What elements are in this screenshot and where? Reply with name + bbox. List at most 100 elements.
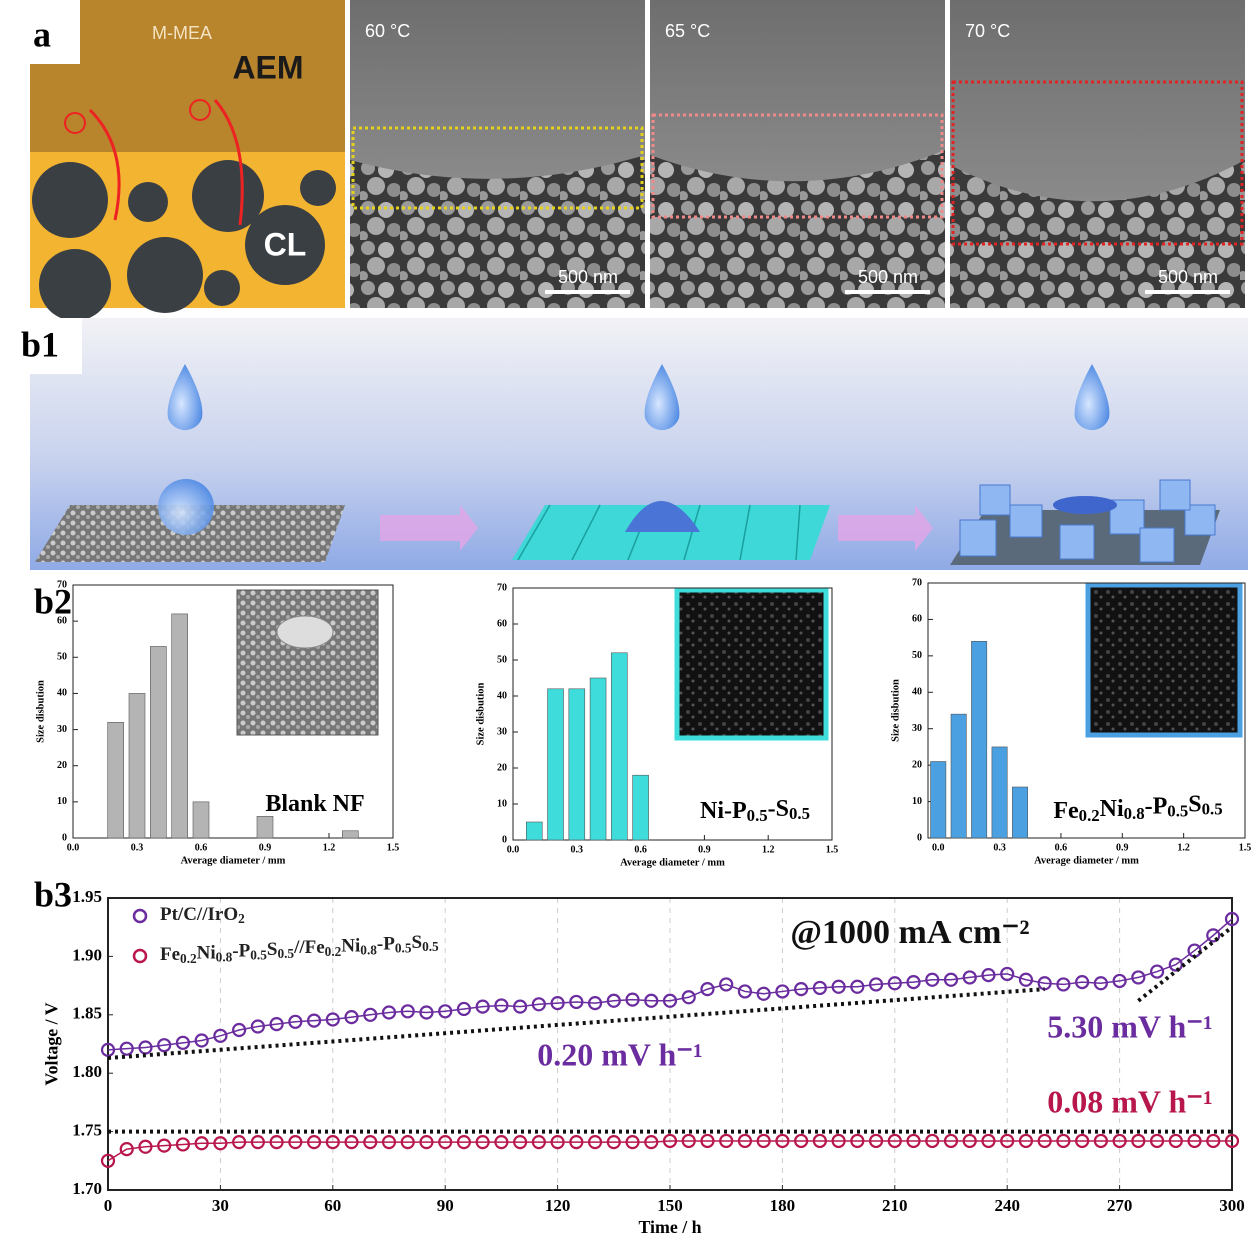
bar (193, 802, 209, 838)
bar (257, 816, 273, 838)
y-tick-label: 70 (497, 582, 507, 593)
insets (237, 585, 1240, 738)
y-axis-label: Voltage / V (42, 1002, 62, 1085)
x-axis-label: Average diameter / mm (620, 857, 725, 868)
chart-annotation: Blank NF (265, 791, 364, 817)
x-tick-label: 90 (437, 1196, 454, 1215)
y-tick-label: 50 (57, 652, 67, 663)
x-tick-label: 0.0 (67, 842, 80, 853)
y-tick-label: 60 (57, 615, 67, 626)
y-tick-label: 40 (57, 688, 67, 699)
bar (150, 646, 166, 838)
bar (108, 722, 124, 838)
y-tick-label: 20 (912, 759, 922, 770)
x-tick-label: 0.3 (571, 844, 584, 855)
legend-marker (134, 910, 146, 922)
y-tick-label: 1.90 (72, 945, 102, 964)
panel-a: a M-MEA AEM CL 60 °C500 nm65 °C500 nm70 … (0, 0, 1245, 321)
legend-label: Fe0.2Ni0.8-P0.5S0.5//Fe0.2Ni0.8-P0.5S0.5 (160, 932, 439, 966)
x-tick-label: 0.9 (698, 844, 711, 855)
panel-label: a (33, 14, 51, 54)
scale-bar-label: 500 nm (858, 267, 918, 287)
temperature-label: 60 °C (365, 21, 410, 41)
x-tick-label: 60 (324, 1196, 341, 1215)
y-tick-label: 0 (917, 832, 922, 843)
bar (590, 678, 606, 840)
scale-bar-label: 500 nm (558, 267, 618, 287)
chart-annotation: Fe0.2Ni0.8-P0.5S0.5 (1053, 791, 1222, 825)
scale-bar-label: 500 nm (1158, 267, 1218, 287)
temperature-label: 70 °C (965, 21, 1010, 41)
x-tick-label: 0.0 (507, 844, 520, 855)
x-axis-label: Average diameter / mm (181, 855, 286, 866)
bar (569, 689, 585, 840)
x-tick-label: 0.0 (932, 842, 945, 853)
legend-marker (134, 950, 146, 962)
x-tick-label: 1.5 (387, 842, 400, 853)
bar (992, 747, 1007, 838)
bar (172, 614, 188, 838)
panel-label: b3 (34, 874, 72, 914)
x-tick-label: 120 (545, 1196, 571, 1215)
x-tick-label: 240 (994, 1196, 1020, 1215)
y-tick-label: 30 (497, 726, 507, 737)
y-tick-label: 70 (57, 579, 67, 590)
chart-annotation: 0.20 mV h⁻¹ (537, 1036, 702, 1072)
x-tick-label: 1.2 (1177, 842, 1190, 853)
temperature-label: 65 °C (665, 21, 710, 41)
y-tick-label: 60 (912, 614, 922, 625)
x-tick-label: 0.6 (195, 842, 208, 853)
x-tick-label: 150 (657, 1196, 683, 1215)
bar (611, 653, 627, 840)
x-axis-label: Time / h (638, 1217, 701, 1237)
chart-annotation: 0.08 mV h⁻¹ (1047, 1083, 1212, 1119)
x-tick-label: 0.6 (1055, 842, 1068, 853)
y-tick-label: 30 (57, 724, 67, 735)
x-tick-label: 0.3 (131, 842, 144, 853)
y-tick-label: 1.80 (72, 1062, 102, 1081)
y-axis-label: Size disbution (35, 680, 46, 743)
y-tick-label: 70 (912, 577, 922, 588)
x-tick-label: 210 (882, 1196, 908, 1215)
y-tick-label: 1.95 (72, 887, 102, 906)
x-axis-label: Average diameter / mm (1034, 855, 1139, 866)
x-tick-label: 270 (1107, 1196, 1133, 1215)
chart-annotation: @1000 mA cm⁻² (790, 914, 1029, 951)
y-tick-label: 50 (912, 650, 922, 661)
y-tick-label: 50 (497, 654, 507, 665)
x-tick-label: 1.5 (826, 844, 839, 855)
y-tick-label: 30 (912, 723, 922, 734)
panel-label: b1 (21, 324, 59, 364)
figure: a M-MEA AEM CL 60 °C500 nm65 °C500 nm70 … (0, 0, 1252, 1242)
x-tick-label: 0.9 (1116, 842, 1129, 853)
legend-label: Pt/C//IrO2 (160, 904, 245, 926)
x-tick-label: 30 (212, 1196, 229, 1215)
y-tick-label: 60 (497, 618, 507, 629)
illustration-label: AEM (232, 49, 303, 85)
y-tick-label: 1.70 (72, 1179, 102, 1198)
y-tick-label: 40 (912, 687, 922, 698)
illustration-label: CL (264, 226, 307, 262)
chart-annotation: 5.30 mV h⁻¹ (1047, 1008, 1212, 1044)
y-tick-label: 10 (57, 796, 67, 807)
x-tick-label: 180 (770, 1196, 796, 1215)
x-tick-label: 0.3 (993, 842, 1006, 853)
y-axis-label: Size disbution (475, 682, 486, 745)
x-tick-label: 300 (1219, 1196, 1245, 1215)
y-tick-label: 10 (912, 796, 922, 807)
bar (526, 822, 542, 840)
bar (931, 762, 946, 839)
y-tick-label: 1.85 (72, 1004, 102, 1023)
bar (548, 689, 564, 840)
bar (633, 775, 649, 840)
x-tick-label: 0.6 (634, 844, 647, 855)
bar (951, 714, 966, 838)
panel-b1: b1 (0, 318, 1248, 570)
bar (129, 693, 145, 838)
y-tick-label: 40 (497, 690, 507, 701)
chart-annotation: Ni-P0.5-S0.5 (700, 795, 810, 825)
y-tick-label: 1.75 (72, 1121, 102, 1140)
y-axis-label: Size disbution (890, 679, 901, 742)
x-tick-label: 0.9 (259, 842, 272, 853)
y-tick-label: 20 (57, 760, 67, 771)
